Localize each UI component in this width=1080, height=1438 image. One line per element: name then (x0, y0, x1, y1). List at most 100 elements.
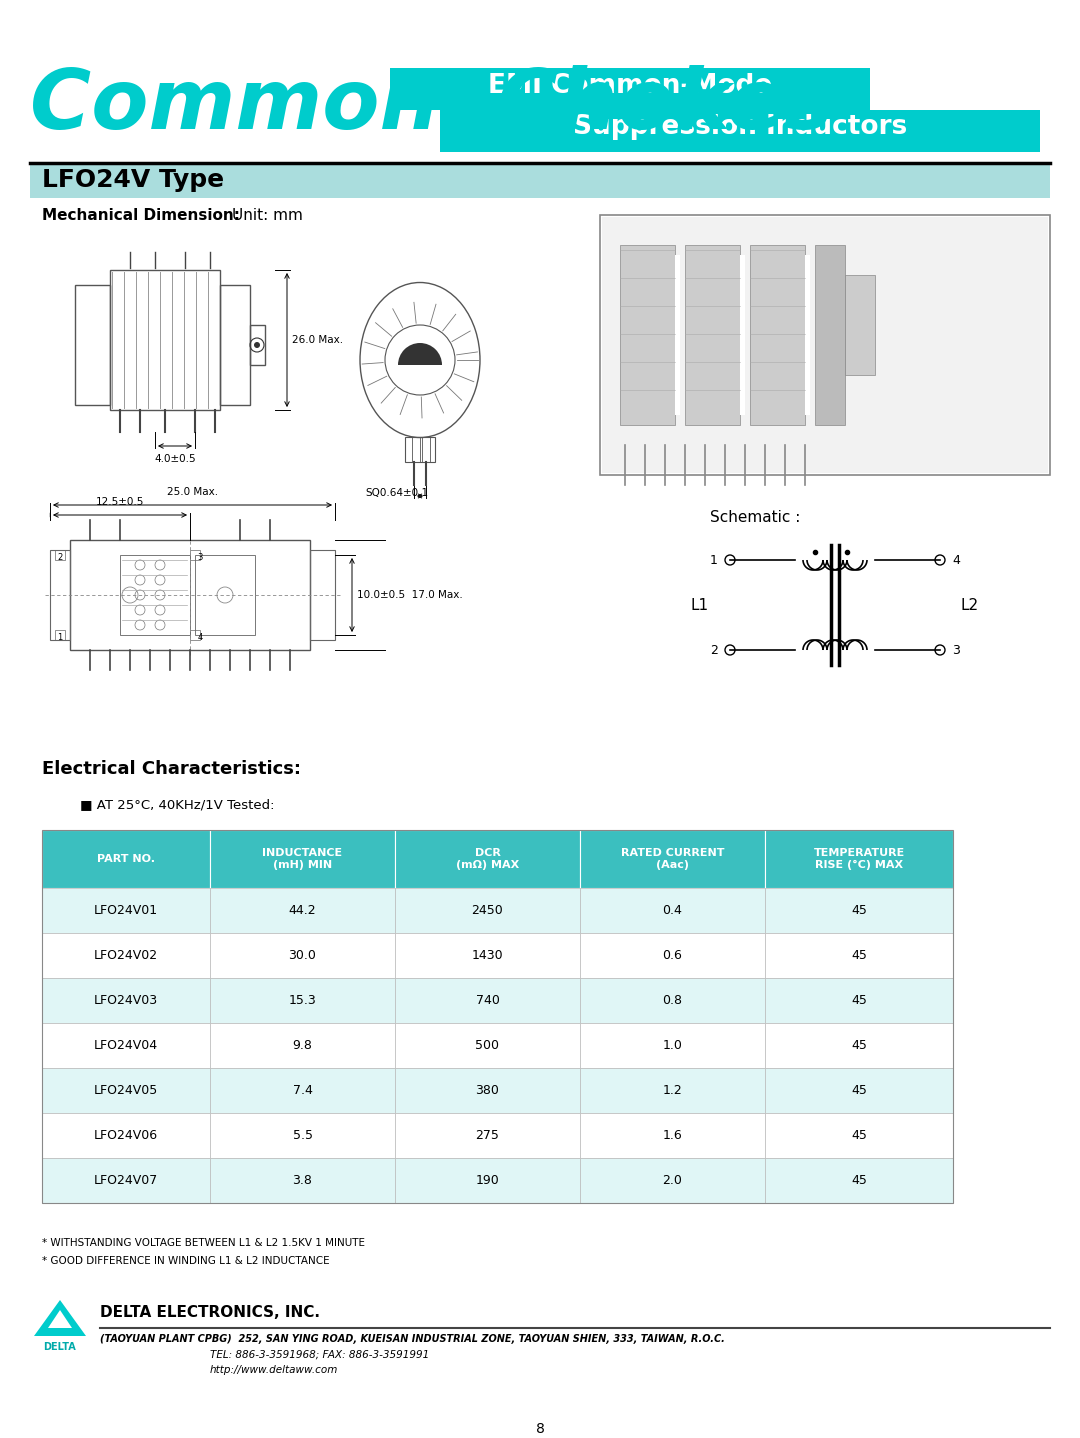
Bar (600, 216, 1050, 475)
Bar (42, 830, 953, 1204)
Bar (740, 255, 745, 416)
Bar (220, 285, 249, 406)
Text: 26.0 Max.: 26.0 Max. (292, 335, 343, 345)
Bar (42, 978, 210, 1022)
Bar (411, 437, 420, 462)
Bar (395, 1158, 580, 1204)
Bar (580, 1068, 765, 1113)
Bar (210, 1022, 395, 1068)
Text: 7.4: 7.4 (293, 1084, 312, 1097)
Text: L1: L1 (691, 598, 710, 613)
Text: (TAOYUAN PLANT CPBG)  252, SAN YING ROAD, KUEISAN INDUSTRIAL ZONE, TAOYUAN SHIEN: (TAOYUAN PLANT CPBG) 252, SAN YING ROAD,… (100, 1334, 725, 1345)
Text: 9.8: 9.8 (293, 1040, 312, 1053)
Bar (805, 255, 810, 416)
Text: 500: 500 (475, 1040, 499, 1053)
Bar (395, 978, 580, 1022)
Text: EMI Common-Mode: EMI Common-Mode (488, 73, 772, 99)
Text: 1430: 1430 (472, 949, 503, 962)
Bar (190, 549, 200, 559)
Text: 2: 2 (57, 552, 63, 561)
Text: Mechanical Dimension:: Mechanical Dimension: (42, 209, 240, 223)
Bar (395, 830, 580, 889)
Circle shape (935, 555, 945, 565)
Text: 45: 45 (851, 1173, 867, 1186)
Text: 10.0±0.5  17.0 Max.: 10.0±0.5 17.0 Max. (357, 590, 462, 600)
Text: 45: 45 (851, 949, 867, 962)
Bar (70, 541, 310, 650)
Bar (685, 244, 740, 426)
Bar (42, 933, 210, 978)
Bar (42, 1068, 210, 1113)
Bar (580, 978, 765, 1022)
Bar (210, 978, 395, 1022)
Bar (195, 555, 255, 636)
Text: 1: 1 (711, 554, 718, 567)
Bar (210, 1068, 395, 1113)
Bar (55, 549, 65, 559)
Bar (765, 1068, 953, 1113)
Text: LFO24V04: LFO24V04 (94, 1040, 158, 1053)
Bar (190, 630, 200, 640)
Text: 4: 4 (951, 554, 960, 567)
Circle shape (725, 555, 735, 565)
Text: 2.0: 2.0 (662, 1173, 683, 1186)
Bar (210, 889, 395, 933)
Bar (580, 830, 765, 889)
Text: 44.2: 44.2 (288, 905, 316, 917)
Text: L2: L2 (961, 598, 980, 613)
Text: 740: 740 (475, 994, 499, 1007)
Bar (310, 549, 335, 640)
Text: 3.8: 3.8 (293, 1173, 312, 1186)
Bar (620, 244, 675, 426)
Bar (580, 1113, 765, 1158)
Text: 1: 1 (57, 633, 63, 641)
Text: LFO24V02: LFO24V02 (94, 949, 158, 962)
Text: Schematic :: Schematic : (710, 510, 800, 525)
Text: TEMPERATURE
RISE (°C) MAX: TEMPERATURE RISE (°C) MAX (813, 848, 905, 870)
Text: 15.3: 15.3 (288, 994, 316, 1007)
Bar (765, 1022, 953, 1068)
Text: SQ0.64±0.1: SQ0.64±0.1 (365, 487, 428, 498)
Bar (580, 1022, 765, 1068)
Bar (42, 1113, 210, 1158)
Bar (390, 68, 870, 109)
Text: 1.0: 1.0 (662, 1040, 683, 1053)
Text: RATED CURRENT
(Aac): RATED CURRENT (Aac) (621, 848, 725, 870)
Circle shape (254, 342, 260, 348)
Bar (440, 109, 1040, 152)
Bar (42, 889, 210, 933)
Bar (765, 978, 953, 1022)
Text: LFO24V03: LFO24V03 (94, 994, 158, 1007)
Bar (750, 244, 805, 426)
Text: 30.0: 30.0 (288, 949, 316, 962)
Bar (42, 830, 210, 889)
Text: 1.2: 1.2 (663, 1084, 683, 1097)
Text: LFO24V01: LFO24V01 (94, 905, 158, 917)
Text: 0.6: 0.6 (662, 949, 683, 962)
Bar (815, 244, 845, 426)
Text: 4.0±0.5: 4.0±0.5 (154, 454, 195, 464)
Text: PART NO.: PART NO. (97, 854, 156, 864)
Bar (30, 165, 1050, 198)
Bar (120, 555, 190, 636)
Text: DELTA: DELTA (43, 1342, 77, 1352)
Bar (210, 933, 395, 978)
Polygon shape (33, 1300, 86, 1336)
Text: 12.5±0.5: 12.5±0.5 (96, 498, 145, 508)
Text: Unit: mm: Unit: mm (232, 209, 302, 223)
Bar (55, 630, 65, 640)
Text: INDUCTANCE
(mH) MIN: INDUCTANCE (mH) MIN (262, 848, 342, 870)
Bar (765, 1158, 953, 1204)
Bar (210, 1158, 395, 1204)
Text: * GOOD DIFFERENCE IN WINDING L1 & L2 INDUCTANCE: * GOOD DIFFERENCE IN WINDING L1 & L2 IND… (42, 1255, 329, 1265)
Text: 45: 45 (851, 1084, 867, 1097)
Text: 3: 3 (198, 552, 203, 561)
Text: TEL: 886-3-3591968; FAX: 886-3-3591991: TEL: 886-3-3591968; FAX: 886-3-3591991 (210, 1350, 429, 1360)
Bar (765, 1113, 953, 1158)
Bar (42, 1158, 210, 1204)
Text: 45: 45 (851, 905, 867, 917)
Text: LFO24V06: LFO24V06 (94, 1129, 158, 1142)
Bar (395, 933, 580, 978)
Text: ■ AT 25°C, 40KHz/1V Tested:: ■ AT 25°C, 40KHz/1V Tested: (80, 798, 274, 811)
Bar (395, 1068, 580, 1113)
